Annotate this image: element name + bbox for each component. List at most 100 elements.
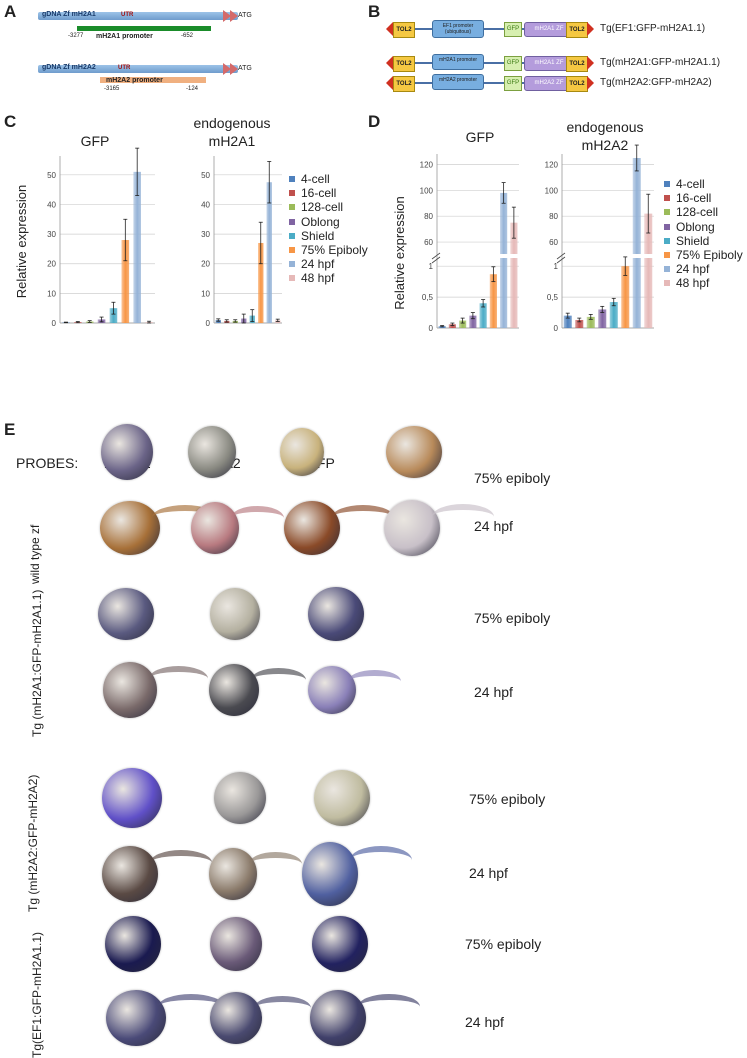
embryo-image-epiboly xyxy=(314,770,370,826)
embryo-tail xyxy=(350,846,412,874)
bar xyxy=(575,319,584,328)
embryo-image-24hpf xyxy=(210,992,262,1044)
embryo-image-24hpf xyxy=(103,662,157,718)
promoter-label-mh2a2: mH2A2 promoter xyxy=(106,77,163,84)
y-tick-label: 30 xyxy=(201,230,210,239)
y-tick-label: 10 xyxy=(47,289,56,298)
legend-label: Shield xyxy=(676,233,710,248)
embryo-tail xyxy=(249,852,302,876)
promoter-box: mH2A2 promoter xyxy=(432,74,484,90)
embryo-image-24hpf xyxy=(100,501,160,555)
y-tick-label: 60 xyxy=(424,238,433,247)
legend-item: 128-cell xyxy=(664,205,743,219)
construct-label: Tg(EF1:GFP-mH2A1.1) xyxy=(600,23,706,34)
legend-label: 128-cell xyxy=(676,205,719,220)
probe-header-mh2a1: mH2A1 xyxy=(104,455,151,471)
probes-label: PROBES: xyxy=(16,455,79,471)
bar xyxy=(644,213,653,328)
y-axis-label: Relative expression xyxy=(14,185,29,298)
utr-label-mh2a2: UTR xyxy=(118,65,131,71)
legend-swatch xyxy=(664,195,670,202)
panel-label-c: C xyxy=(4,112,17,131)
stage-label: 24 hpf xyxy=(474,684,513,700)
stage-label: 75% epiboly xyxy=(465,936,542,952)
embryo-image-epiboly xyxy=(210,588,260,640)
legend-label: Oblong xyxy=(676,219,715,234)
axis-break-gap xyxy=(631,254,642,258)
stage-label: 75% epiboly xyxy=(474,470,551,486)
legend-swatch xyxy=(664,181,670,188)
embryo-tail xyxy=(348,670,401,693)
legend-label: 16-cell xyxy=(301,186,337,201)
axis-break-mark xyxy=(431,252,441,260)
panel-b-constructs: TOL2 EF1 promoter (ubiquitous) GFP mH2A1… xyxy=(386,20,742,92)
atg-arrow-icon xyxy=(223,10,231,22)
tol2-arrow-icon xyxy=(386,22,393,36)
bar xyxy=(258,242,264,323)
panel-label-a: A xyxy=(4,2,17,21)
embryo-image-epiboly xyxy=(102,768,162,828)
embryo-image-epiboly xyxy=(312,916,368,972)
embryo-image-epiboly xyxy=(214,772,266,824)
axis-break-mark xyxy=(431,256,441,264)
embryo-image-24hpf xyxy=(310,990,366,1046)
legend-item: Oblong xyxy=(289,215,368,229)
legend-label: 75% Epiboly xyxy=(676,248,743,263)
atg-arrow-icon xyxy=(230,63,238,75)
tol2-right-box: TOL2 xyxy=(566,76,588,92)
embryo-image-24hpf xyxy=(106,990,166,1046)
legend-panel-c: 4-cell 16-cell 128-cell Oblong Shield 75% Epi… xyxy=(289,172,368,286)
construct-label: Tg(mH2A2:GFP-mH2A2) xyxy=(600,77,712,88)
axis-break-gap xyxy=(509,254,519,258)
y-tick-label: 0,5 xyxy=(547,293,559,302)
y-tick-label: 0 xyxy=(429,324,434,333)
zf-box: mH2A1 ZF xyxy=(524,22,574,37)
group-label-tg-mh2a2: Tg (mH2A2:GFP-mH2A2) xyxy=(26,774,40,912)
stage-label: 24 hpf xyxy=(465,1014,504,1030)
embryo-image-24hpf xyxy=(302,842,358,906)
tol2-left-box: TOL2 xyxy=(393,22,415,38)
legend-item: 75% Epiboly xyxy=(664,248,743,262)
promoter-end-mh2a1: -652 xyxy=(181,33,194,39)
embryo-image-24hpf xyxy=(102,846,158,902)
embryo-tail xyxy=(231,506,284,530)
legend-label: 16-cell xyxy=(676,191,712,206)
group-label-tg-ef1: Tg(EF1:GFP-mH2A1.1) xyxy=(30,931,44,1058)
bar xyxy=(510,222,518,328)
stage-label: 75% epiboly xyxy=(474,610,551,626)
bar xyxy=(469,315,477,328)
stage-label: 24 hpf xyxy=(469,865,508,881)
construct-row: TOL2 mH2A1 promoter GFP mH2A1 ZF TOL2 Tg… xyxy=(386,54,742,72)
construct-label: Tg(mH2A1:GFP-mH2A1.1) xyxy=(600,57,721,68)
zf-box: mH2A1 ZF xyxy=(524,56,574,71)
chart-title: GFP xyxy=(466,129,495,145)
axis-break-gap xyxy=(643,254,654,258)
y-tick-label: 1 xyxy=(554,262,559,271)
legend-label: 24 hpf xyxy=(301,257,335,272)
bar xyxy=(500,192,508,328)
legend-swatch xyxy=(289,261,295,268)
axis-break-mark xyxy=(556,252,566,260)
probe-header-gsc: GSC xyxy=(396,455,427,471)
embryo-tail xyxy=(332,505,394,530)
bar xyxy=(563,315,572,328)
legend-swatch xyxy=(664,280,670,287)
legend-swatch xyxy=(664,252,670,259)
bar xyxy=(121,240,130,323)
panel-label-d: D xyxy=(368,112,381,131)
legend-swatch xyxy=(664,237,670,244)
atg-arrow-icon xyxy=(223,63,231,75)
promoter-box: EF1 promoter (ubiquitous) xyxy=(432,20,484,38)
construct-row: TOL2 EF1 promoter (ubiquitous) GFP mH2A1… xyxy=(386,20,742,38)
y-tick-label: 0 xyxy=(52,319,57,328)
legend-item: 4-cell xyxy=(289,172,368,186)
axis-break-gap xyxy=(499,254,509,258)
embryo-tail xyxy=(254,996,312,1020)
chart-title: GFP xyxy=(81,133,110,149)
legend-item: 16-cell xyxy=(664,191,743,205)
embryo-tail xyxy=(149,666,209,692)
y-tick-label: 20 xyxy=(201,260,210,269)
tol2-arrow-icon xyxy=(386,56,393,70)
y-tick-label: 40 xyxy=(201,200,210,209)
atg-label-mh2a1: ATG xyxy=(238,12,252,19)
